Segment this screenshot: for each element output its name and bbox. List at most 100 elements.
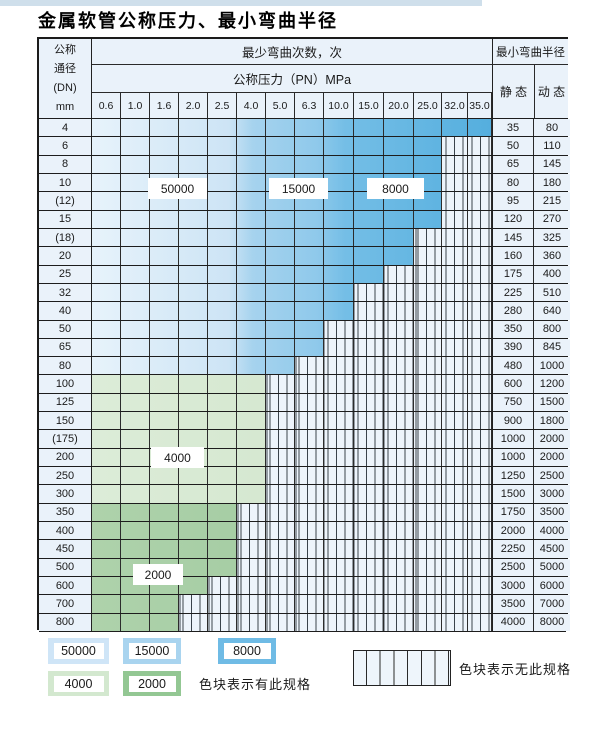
- available-spec-shading: [92, 467, 266, 485]
- no-spec-cell: [468, 412, 492, 430]
- spec-cell: [179, 540, 208, 558]
- no-spec-cell: [384, 338, 414, 357]
- no-spec-cell: [468, 485, 492, 503]
- spec-cell: [237, 357, 266, 375]
- spec-cell: [179, 467, 208, 485]
- pressure-column-header: 1.6: [150, 93, 179, 119]
- available-spec-shading: [92, 228, 414, 247]
- no-spec-cell: [354, 577, 384, 595]
- dn-header-line: 通径: [54, 62, 76, 75]
- spec-cell: [237, 467, 266, 485]
- spec-cell: [324, 137, 354, 155]
- spec-cell: [92, 320, 121, 338]
- spec-cell: [295, 320, 324, 338]
- spec-cell: [179, 155, 208, 173]
- spec-cell: [179, 265, 208, 283]
- table-row: 125 750 1500: [39, 393, 570, 413]
- no-spec-cell: [442, 448, 468, 467]
- radius-header: 最小弯曲半径: [492, 39, 568, 65]
- spec-cell: [179, 558, 208, 576]
- no-spec-cell: [442, 522, 468, 540]
- no-spec-cell: [384, 448, 414, 467]
- no-spec-cell: [414, 283, 442, 302]
- spec-cell: [121, 338, 150, 357]
- dn-value-cell: 4: [39, 119, 92, 137]
- available-spec-shading: [92, 119, 492, 137]
- spec-cell: [237, 283, 266, 302]
- spec-cell: [208, 558, 237, 576]
- table-row: 500 2500 5000: [39, 558, 570, 577]
- no-spec-swatch: [353, 650, 451, 686]
- no-spec-cell: [324, 558, 354, 576]
- spec-cell: [384, 137, 414, 155]
- spec-cell: [121, 137, 150, 155]
- no-spec-cell: [442, 613, 468, 631]
- spec-cell: [121, 613, 150, 631]
- no-spec-cell: [414, 485, 442, 503]
- no-spec-cell: [208, 577, 237, 595]
- no-spec-cell: [468, 448, 492, 467]
- spec-cell: [121, 119, 150, 137]
- spec-cell: [208, 119, 237, 137]
- dynamic-radius-cell: 400: [534, 265, 570, 283]
- static-radius-cell: 95: [492, 192, 534, 210]
- pressure-column-header: 25.0: [414, 93, 442, 119]
- spec-cell: [237, 173, 266, 192]
- spec-cell: [179, 503, 208, 522]
- no-spec-cell: [266, 540, 295, 558]
- no-spec-cell: [324, 320, 354, 338]
- cycle-count-label: 4000: [152, 448, 203, 467]
- no-spec-cell: [468, 467, 492, 485]
- dynamic-radius-cell: 4500: [534, 540, 570, 558]
- static-radius-cell: 225: [492, 283, 534, 302]
- spec-cell: [208, 503, 237, 522]
- no-spec-cell: [442, 430, 468, 448]
- no-spec-cell: [468, 320, 492, 338]
- no-spec-cell: [384, 393, 414, 412]
- no-spec-cell: [414, 375, 442, 393]
- pressure-column-header: 1.0: [121, 93, 150, 119]
- static-radius-cell: 1750: [492, 503, 534, 522]
- spec-cell: [324, 265, 354, 283]
- spec-cell: [179, 137, 208, 155]
- spec-cell: [121, 155, 150, 173]
- spec-cell: [295, 283, 324, 302]
- spec-cell: [384, 119, 414, 137]
- no-spec-cell: [384, 375, 414, 393]
- spec-cell: [121, 283, 150, 302]
- static-radius-cell: 65: [492, 155, 534, 173]
- legend-swatch: 15000: [123, 638, 181, 664]
- spec-cell: [150, 192, 179, 210]
- no-spec-cell: [468, 522, 492, 540]
- table-row: 250 1250 2500: [39, 467, 570, 486]
- spec-cell: [295, 228, 324, 247]
- spec-cell: [295, 119, 324, 137]
- table-row: 25 175 400: [39, 265, 570, 284]
- dn-value-cell: 6: [39, 137, 92, 155]
- bend-cycles-header: 最少弯曲次数，次: [92, 39, 492, 65]
- available-spec-shading: [92, 375, 266, 393]
- no-spec-cell: [237, 577, 266, 595]
- dn-value-cell: 300: [39, 485, 92, 503]
- pressure-column-header: 32.0: [442, 93, 468, 119]
- no-spec-cell: [468, 393, 492, 412]
- spec-cell: [150, 430, 179, 448]
- spec-cell: [266, 283, 295, 302]
- table-row: 600 3000 6000: [39, 577, 570, 596]
- no-spec-cell: [266, 503, 295, 522]
- dynamic-radius-cell: 800: [534, 320, 570, 338]
- dn-value-cell: 15: [39, 210, 92, 228]
- spec-cell: [384, 210, 414, 228]
- static-radius-cell: 2000: [492, 522, 534, 540]
- spec-cell: [150, 320, 179, 338]
- spec-cell: [237, 228, 266, 247]
- spec-cell: [237, 393, 266, 412]
- spec-cell: [384, 228, 414, 247]
- available-spec-shading: [92, 595, 179, 613]
- static-radius-cell: 35: [492, 119, 534, 137]
- static-radius-cell: 145: [492, 228, 534, 247]
- spec-cell: [150, 228, 179, 247]
- spec-cell: [237, 375, 266, 393]
- spec-cell: [121, 302, 150, 320]
- spec-cell: [150, 485, 179, 503]
